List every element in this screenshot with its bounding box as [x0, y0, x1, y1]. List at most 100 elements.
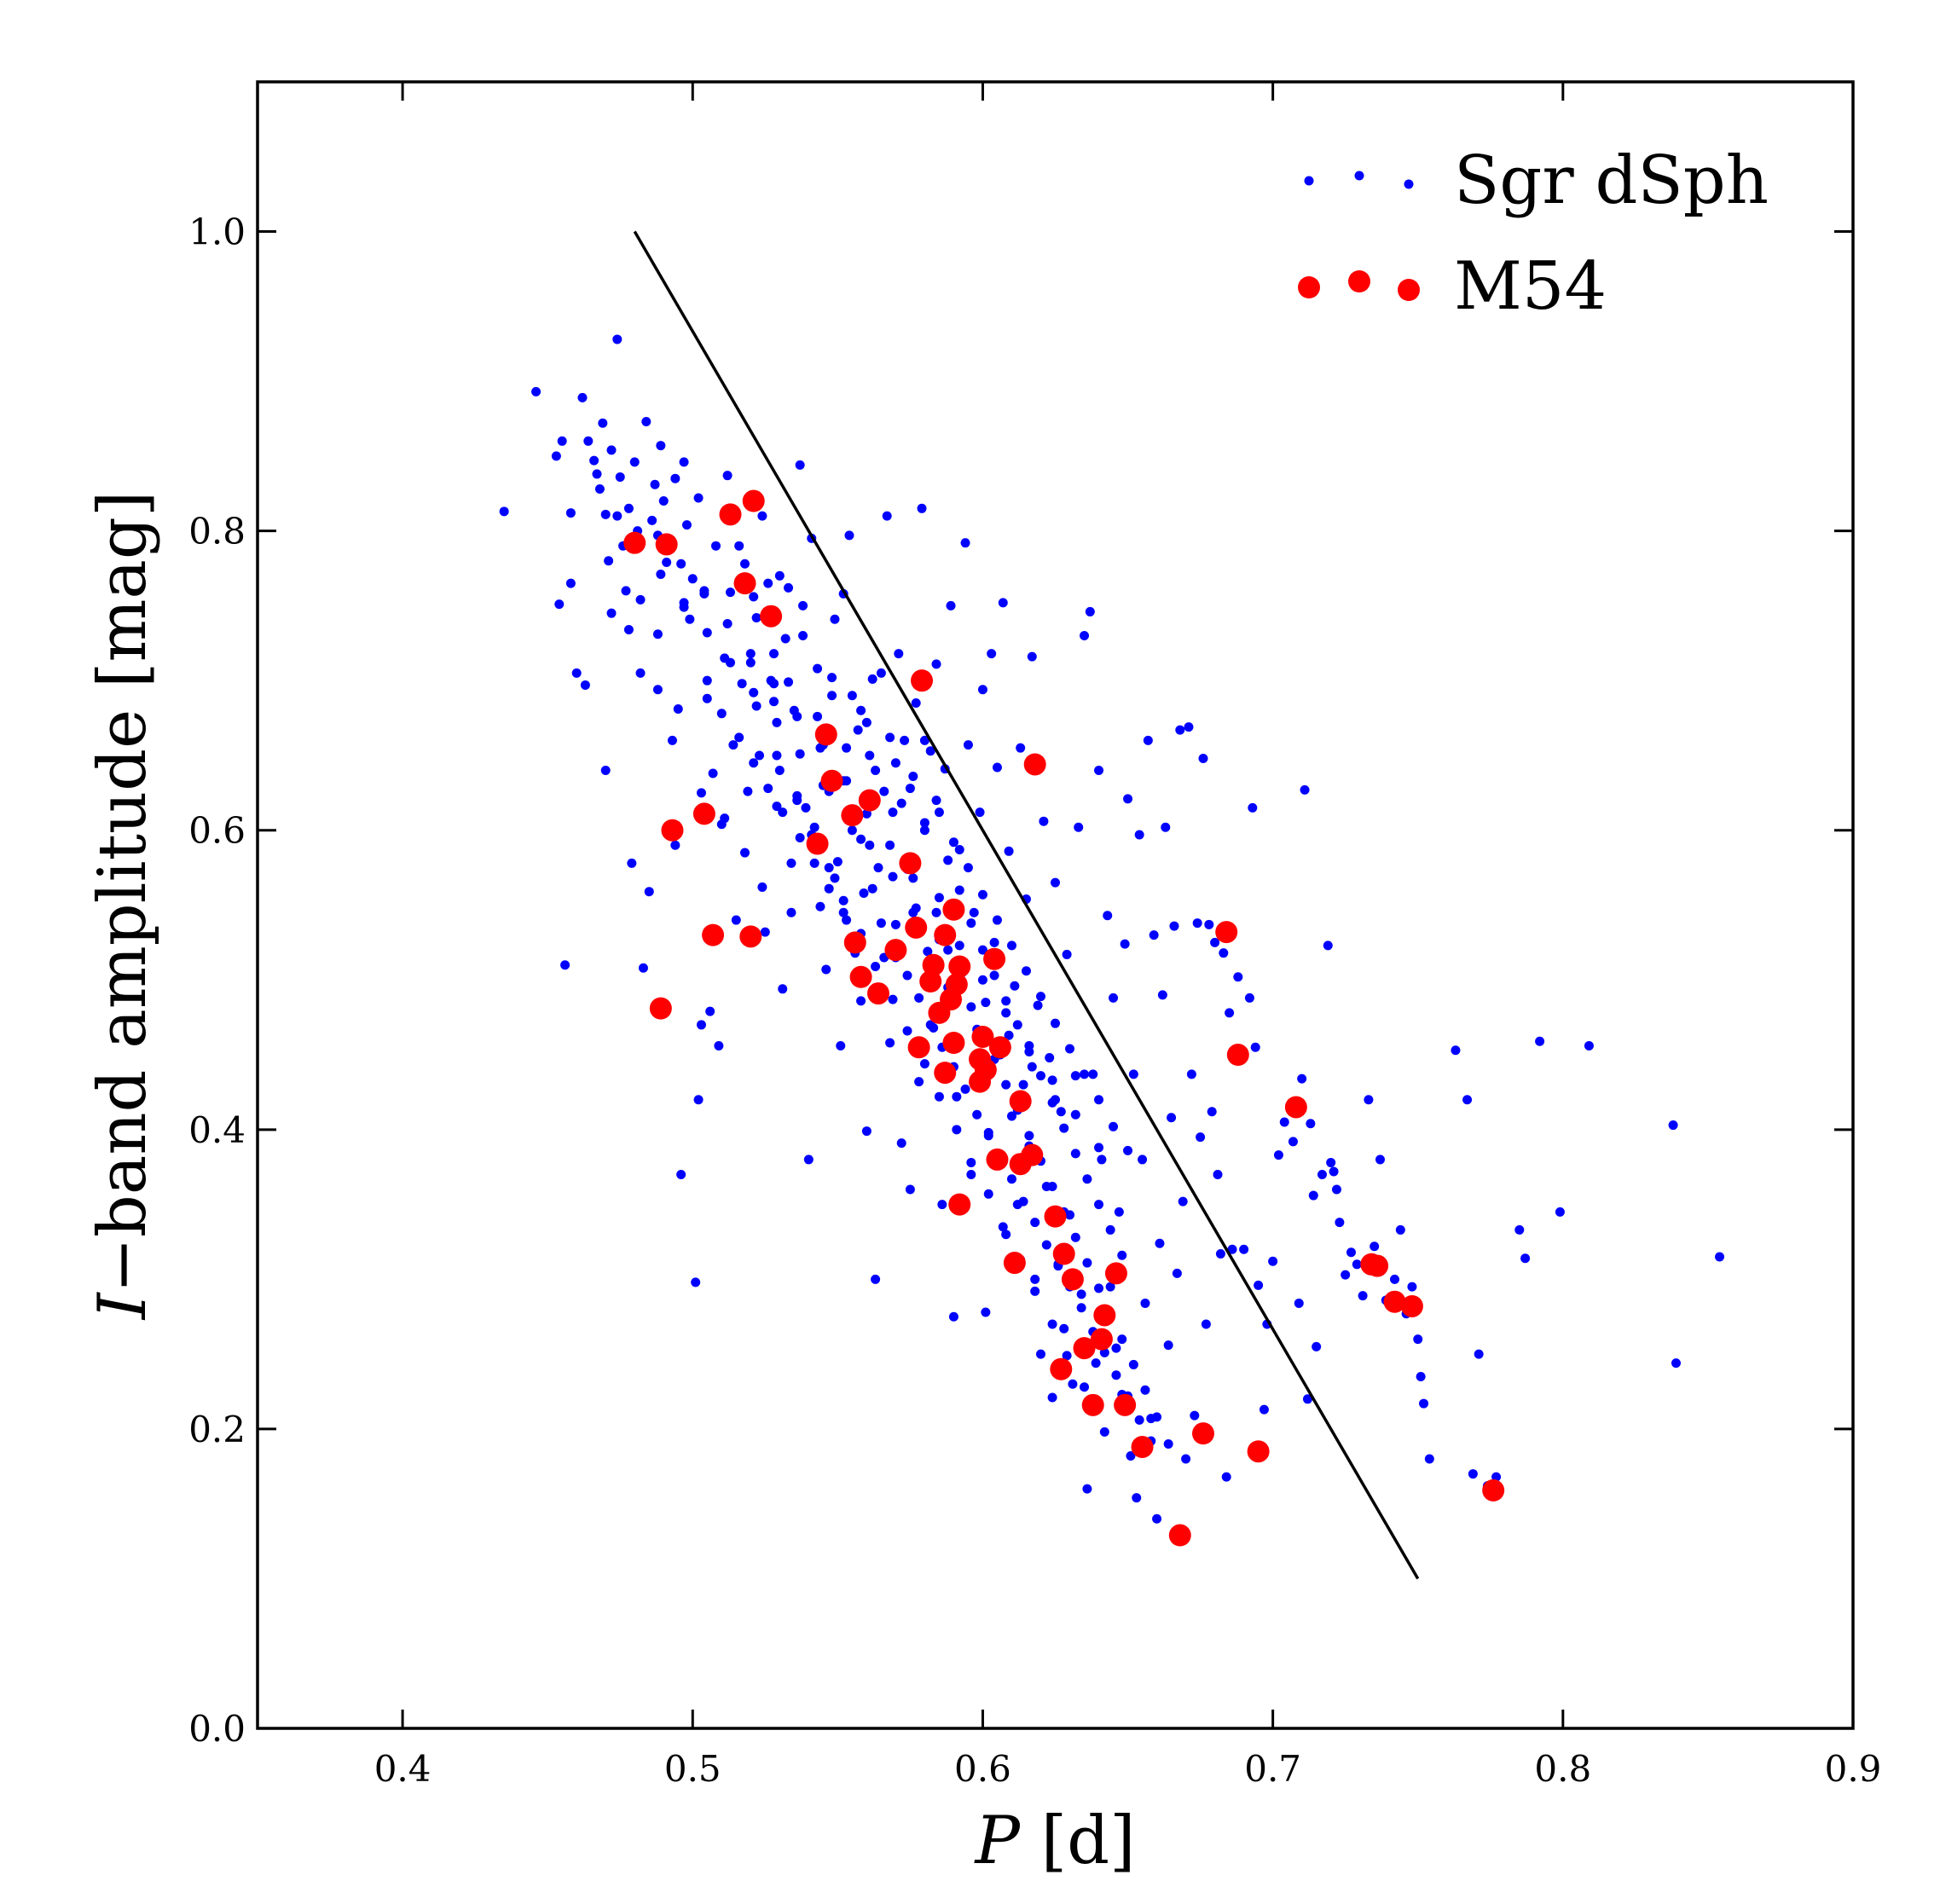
sgr-dsph-point [1051, 877, 1060, 888]
sgr-dsph-point [679, 598, 689, 608]
x-tick-label: 0.6 [954, 1748, 1011, 1790]
sgr-dsph-point [1268, 1256, 1278, 1266]
sgr-dsph-point [963, 740, 973, 750]
plot-content [499, 230, 1725, 1580]
sgr-dsph-point [731, 915, 741, 925]
sgr-dsph-point [992, 915, 1002, 925]
sgr-dsph-point [1715, 1252, 1725, 1262]
m54-point [1215, 921, 1238, 944]
y-axis-label-rest: −band amplitude [mag] [84, 491, 161, 1293]
sgr-dsph-point [1006, 1111, 1016, 1121]
sgr-dsph-point [1190, 1410, 1200, 1421]
sgr-dsph-point [1123, 794, 1133, 804]
sgr-dsph-point [1056, 1107, 1066, 1117]
m54-point [945, 973, 968, 996]
sgr-dsph-point [1668, 1120, 1678, 1131]
sgr-dsph-point [1358, 1291, 1368, 1301]
sgr-dsph-point [786, 907, 796, 917]
m54-point [702, 923, 725, 946]
sgr-dsph-point [960, 538, 970, 548]
sgr-dsph-point [865, 750, 875, 761]
sgr-dsph-point [1244, 993, 1254, 1003]
sgr-dsph-point [696, 788, 706, 798]
sgr-dsph-point [902, 970, 912, 981]
m54-point [841, 804, 864, 827]
sgr-dsph-point [612, 334, 623, 344]
sgr-dsph-point [1010, 981, 1020, 991]
sgr-dsph-point [1051, 1095, 1060, 1105]
sgr-dsph-point [1128, 1359, 1138, 1369]
sgr-dsph-point [757, 511, 767, 521]
sgr-dsph-point [1227, 1244, 1237, 1254]
m54-point [742, 489, 765, 512]
sgr-dsph-point [1004, 846, 1014, 856]
sgr-dsph-point [1149, 930, 1159, 940]
m54-point [905, 916, 928, 939]
sgr-dsph-point [844, 530, 854, 541]
sgr-dsph-point [1111, 1370, 1121, 1380]
x-tick-label: 0.8 [1534, 1748, 1591, 1790]
sgr-dsph-point [1024, 1131, 1034, 1141]
m54-point [942, 1032, 965, 1055]
sgr-dsph-point [702, 693, 712, 703]
sgr-dsph-point [1419, 1398, 1429, 1409]
sgr-dsph-point [1027, 1062, 1037, 1072]
sgr-dsph-point [821, 964, 831, 975]
m54-point [988, 1036, 1011, 1059]
sgr-dsph-point [876, 918, 886, 929]
sgr-dsph-point [1080, 1069, 1090, 1079]
sgr-dsph-point [1082, 1258, 1092, 1268]
m54-point [1482, 1479, 1505, 1502]
sgr-dsph-point [1001, 996, 1011, 1006]
x-tick-label: 0.4 [374, 1748, 431, 1790]
sgr-dsph-point [734, 541, 744, 551]
m54-point [974, 1058, 997, 1081]
sgr-dsph-point [1030, 1274, 1040, 1284]
m54-point [1168, 1524, 1191, 1547]
sgr-dsph-point [1103, 911, 1113, 921]
x-tick-label: 0.9 [1825, 1748, 1882, 1790]
sgr-dsph-point [1204, 919, 1214, 929]
sgr-dsph-point [1027, 651, 1037, 662]
sgr-dsph-point [1306, 1119, 1316, 1129]
sgr-dsph-point [1109, 993, 1119, 1003]
m54-point [1383, 1290, 1406, 1313]
legend-markers-sgr-dsph [1304, 171, 1414, 189]
sgr-dsph-point [1091, 1358, 1101, 1369]
m54-point [934, 1062, 957, 1085]
sgr-dsph-point [919, 1059, 929, 1069]
sgr-dsph-point [861, 808, 872, 819]
sgr-dsph-point [1341, 1270, 1351, 1280]
m54-point [1104, 1262, 1127, 1285]
sgr-dsph-point [1140, 1298, 1150, 1308]
sgr-dsph-point [1225, 1008, 1235, 1018]
sgr-dsph-point [693, 493, 704, 503]
sgr-dsph-point [954, 845, 964, 855]
sgr-dsph-point [670, 473, 680, 483]
sgr-dsph-point [722, 618, 733, 628]
sgr-dsph-point [1047, 1075, 1057, 1085]
sgr-dsph-point [1117, 1250, 1127, 1260]
m54-point [907, 1036, 930, 1059]
sgr-dsph-point [905, 1184, 915, 1195]
sgr-dsph-point [977, 889, 987, 900]
m54-point [1009, 1090, 1032, 1113]
sgr-dsph-point [890, 919, 901, 929]
sgr-dsph-point [1219, 948, 1229, 958]
sgr-dsph-point [1134, 830, 1144, 840]
sgr-dsph-point [565, 578, 576, 588]
sgr-dsph-point [1111, 1343, 1121, 1353]
sgr-dsph-point [743, 786, 753, 796]
sgr-dsph-point [1105, 1282, 1115, 1292]
sgr-dsph-point [954, 940, 964, 951]
plot-frame [256, 80, 1855, 1730]
sgr-dsph-point [778, 984, 788, 994]
legend-marker-m54 [1398, 279, 1420, 301]
sgr-dsph-point [911, 698, 921, 709]
sgr-dsph-point [946, 600, 956, 611]
sgr-dsph-point [751, 612, 762, 622]
sgr-dsph-point [1070, 1109, 1080, 1120]
sgr-dsph-point [606, 608, 617, 618]
sgr-dsph-point [1215, 1249, 1225, 1259]
